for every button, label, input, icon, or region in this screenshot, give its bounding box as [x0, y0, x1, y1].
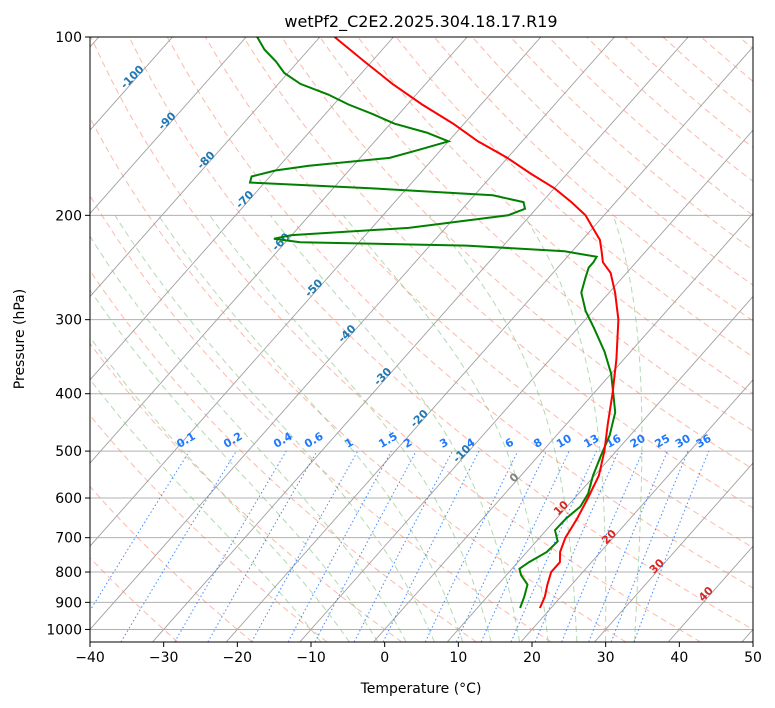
isotherm-line [90, 37, 394, 381]
mixing-ratio-line [534, 450, 620, 642]
x-tick-label: 0 [380, 650, 389, 666]
mixing-ratio-line [561, 450, 644, 642]
isotherm-line [299, 129, 753, 642]
isotherm-line [373, 212, 753, 642]
isotherm-line [90, 37, 615, 631]
y-tick-label: 900 [55, 595, 82, 611]
sounding-profiles [248, 37, 620, 609]
dry-adiabat-line [90, 414, 328, 642]
isotherm-line [90, 37, 542, 547]
y-axis-label: Pressure (hPa) [12, 289, 28, 389]
mixing-ratio-line [610, 450, 689, 642]
x-tick-label: −10 [296, 650, 326, 666]
temperature-series-line [333, 37, 620, 609]
dry-adiabat-line [204, 37, 753, 549]
mixing-ratio-line [510, 450, 597, 642]
dry-adiabat-line [166, 37, 753, 589]
pressure-gridlines [90, 37, 753, 630]
y-tick-label: 800 [55, 565, 82, 581]
dry-adiabat-line [90, 37, 701, 642]
moist-adiabat-line [90, 289, 379, 642]
mixing-ratio-line [251, 450, 359, 642]
mixing-ratio-line [633, 450, 710, 642]
mixing-ratio-line [120, 450, 237, 642]
dry-adiabat-line [128, 37, 753, 630]
dry-adiabat-line [281, 37, 753, 470]
plot-frame [89, 36, 754, 643]
y-tick-label: 200 [55, 208, 82, 224]
isotherm-line [90, 37, 247, 215]
moist-adiabat-line [114, 215, 435, 642]
y-tick-label: 1000 [46, 622, 82, 638]
moist-adiabat-line [269, 214, 521, 642]
isotherm-line [520, 379, 753, 642]
y-tick-label: 400 [55, 387, 82, 403]
y-tick-label: 700 [55, 531, 82, 547]
x-axis-label: Temperature (°C) [360, 681, 482, 697]
x-tick-label: −20 [223, 650, 253, 666]
moist-adiabat-line [90, 235, 407, 642]
plot-area: -100-90-80-70-60-50-40-30-20-10010203040… [90, 37, 753, 642]
isotherm-line [90, 37, 321, 298]
moist-adiabat-line [612, 215, 643, 642]
x-tick-label: 10 [449, 650, 467, 666]
isotherm-line [90, 37, 468, 464]
y-tick-label: 100 [55, 30, 82, 46]
isotherm-line [446, 295, 753, 642]
dewpoint-series-line [248, 37, 617, 609]
dry-adiabat-line [243, 37, 753, 509]
dry-adiabat-line [357, 37, 753, 395]
dry-adiabat-line [319, 37, 753, 432]
x-tick-label: 50 [744, 650, 762, 666]
mixing-ratio-line [287, 450, 392, 642]
x-axis-ticks: −40 −30 −20 −10 0 10 20 30 40 50 [75, 642, 762, 666]
moist-adiabat-line [209, 215, 492, 642]
moist-adiabat-line [90, 336, 350, 642]
isotherm-line [152, 37, 689, 642]
isotherms [90, 37, 753, 642]
y-tick-label: 600 [55, 491, 82, 507]
mixing-ratio-line [588, 450, 668, 642]
isotherm-line [225, 46, 753, 642]
moist-adiabat-line [523, 215, 607, 642]
chart-title: wetPf2_C2E2.2025.304.18.17.R19 [284, 12, 557, 32]
dry-adiabat-line [90, 116, 627, 642]
y-axis-ticks: 100 200 300 400 500 600 700 800 900 1000 [46, 30, 90, 638]
x-tick-label: −30 [149, 650, 179, 666]
mixing-ratio-line [382, 450, 480, 642]
x-tick-label: 40 [670, 650, 688, 666]
dry-adiabat-line [90, 557, 179, 642]
dry-adiabat-line [90, 269, 477, 642]
mixing-ratio-line [314, 450, 417, 642]
y-tick-label: 500 [55, 444, 82, 460]
moist-adiabat-line [158, 215, 464, 642]
moist-adiabat-line [342, 214, 549, 642]
y-tick-label: 300 [55, 313, 82, 329]
x-tick-label: 30 [597, 650, 615, 666]
dry-adiabat-line [90, 194, 552, 642]
x-tick-label: 20 [523, 650, 541, 666]
x-tick-label: −40 [75, 650, 105, 666]
mixing-ratio-lines [90, 450, 710, 642]
isotherm-line [594, 462, 753, 642]
